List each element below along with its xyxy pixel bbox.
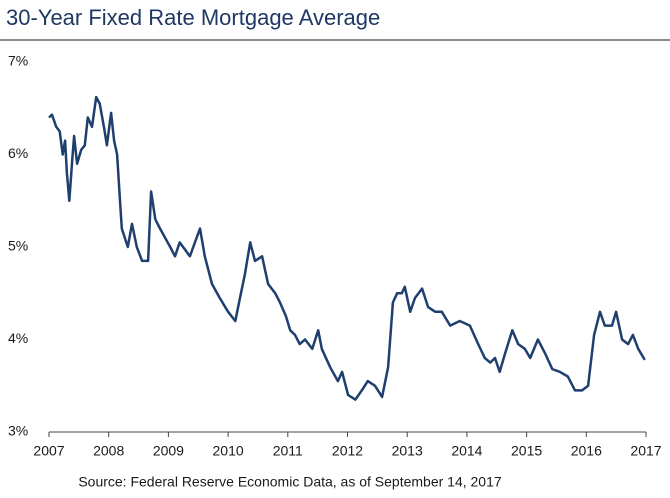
x-tick-label: 2014 bbox=[451, 443, 482, 459]
source-note: Source: Federal Reserve Economic Data, a… bbox=[78, 474, 502, 490]
x-tick-label: 2013 bbox=[392, 443, 423, 459]
y-tick-label: 7% bbox=[8, 53, 28, 69]
x-tick-label: 2009 bbox=[153, 443, 184, 459]
x-tick-label: 2017 bbox=[630, 443, 661, 459]
y-tick-label: 5% bbox=[8, 238, 28, 254]
x-tick-label: 2011 bbox=[273, 443, 303, 459]
y-tick-label: 6% bbox=[8, 145, 28, 161]
x-tick-label: 2016 bbox=[571, 443, 602, 459]
x-tick-label: 2015 bbox=[511, 443, 542, 459]
x-tick-label: 2012 bbox=[332, 443, 363, 459]
x-tick-label: 2007 bbox=[33, 443, 64, 459]
x-tick-label: 2010 bbox=[213, 443, 244, 459]
y-tick-label: 3% bbox=[8, 423, 28, 439]
series-line bbox=[48, 95, 646, 401]
x-tick-label: 2008 bbox=[93, 443, 124, 459]
chart-title: 30-Year Fixed Rate Mortgage Average bbox=[6, 5, 380, 30]
y-tick-label: 4% bbox=[8, 330, 28, 346]
